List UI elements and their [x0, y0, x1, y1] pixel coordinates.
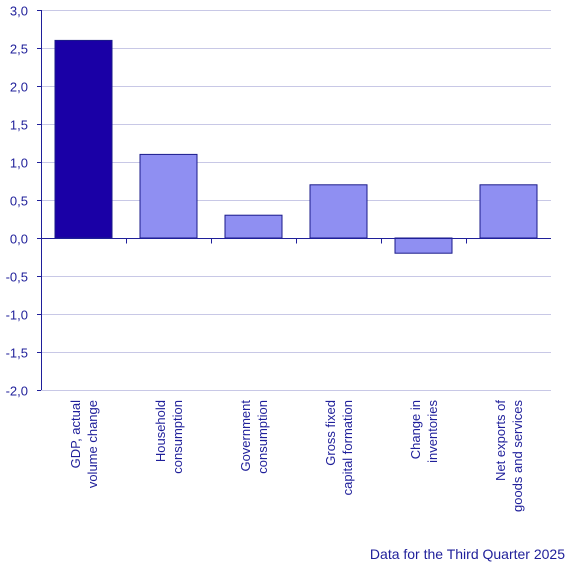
x-category-label-line: consumption	[255, 400, 270, 474]
y-tick-label: -0,5	[6, 270, 28, 285]
y-tick-label: 2,5	[10, 42, 28, 57]
bar	[224, 214, 283, 239]
x-category-label: Change in inventories	[408, 400, 440, 463]
x-category-label-line: consumption	[170, 400, 185, 474]
y-tick-label: 1,5	[10, 118, 28, 133]
x-category-label-line: GDP, actual	[68, 400, 83, 469]
x-category-label-line: capital formation	[340, 400, 355, 495]
y-tick-label: -2,0	[6, 384, 28, 399]
x-category-label-line: Gross fixed	[323, 400, 338, 466]
x-category-label-line: inventories	[425, 400, 440, 463]
y-tick-label: 3,0	[10, 4, 28, 19]
x-category-label: Net exports of goods and services	[493, 400, 525, 513]
y-tick-label: 0,0	[10, 232, 28, 247]
y-tick-label: 2,0	[10, 80, 28, 95]
bar-chart: 3,0 2,5 2,0 1,5 1,0 0,5 0,0 -0,5 -1,0 -1,5 -2,0 GD…	[6, 4, 551, 513]
bar	[54, 39, 113, 239]
y-tick-label: 0,5	[10, 194, 28, 209]
y-axis-ticks: 3,0 2,5 2,0 1,5 1,0 0,5 0,0 -0,5 -1,0 -1,5 -2,0	[6, 4, 28, 399]
gridlines	[41, 10, 551, 391]
bar	[139, 153, 198, 239]
y-tick-label: 1,0	[10, 156, 28, 171]
x-category-label-line: Net exports of	[493, 400, 508, 481]
x-category-label-line: Household	[153, 400, 168, 462]
bars	[54, 39, 538, 254]
bar	[394, 237, 453, 254]
x-category-label-line: volume change	[85, 400, 100, 488]
x-category-label-line: Change in	[408, 400, 423, 459]
x-axis-labels: GDP, actual volume change Household consump…	[68, 400, 525, 513]
x-category-label: Government consumption	[238, 400, 270, 474]
y-tick-label: -1,0	[6, 308, 28, 323]
x-category-label-line: Government	[238, 400, 253, 472]
x-category-label: Household consumption	[153, 400, 185, 474]
bar	[479, 184, 538, 239]
footnote: Data for the Third Quarter 2025	[369, 546, 565, 562]
bar	[309, 184, 368, 239]
x-category-label: GDP, actual volume change	[68, 400, 100, 488]
x-category-label: Gross fixed capital formation	[323, 400, 355, 495]
y-tick-label: -1,5	[6, 346, 28, 361]
axes	[37, 10, 551, 391]
x-category-label-line: goods and services	[510, 400, 525, 513]
